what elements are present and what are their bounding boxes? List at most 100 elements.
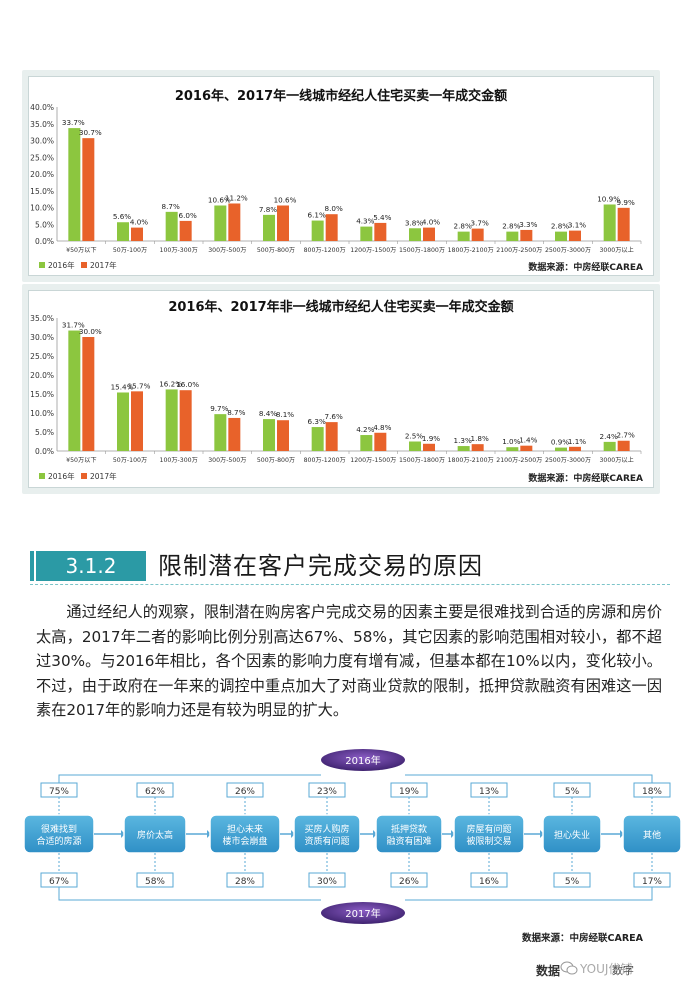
section-number: 3.1.2 [30,551,146,581]
bar-data-label: 3.7% [471,219,489,228]
bar-data-label: 9.9% [617,198,635,207]
reason-label: 融资有困难 [386,835,431,847]
bar-2017 [325,422,338,451]
bar-2016 [68,330,81,451]
bar-2016 [555,231,567,241]
bar-2016 [603,441,616,451]
pct-2016-value: 5% [565,787,580,797]
reasons-flow-diagram: 2016年 2017年 75% 很难找到合适的房源 67% 62% 房价太高 58% 26% 担心… [23,749,682,924]
bar-2017 [617,207,630,241]
pct-2017-box [390,872,428,888]
bar-data-label: 15.4% [111,382,134,391]
y-tick-label: 35.0% [30,120,54,129]
chart2-plot: 0.0% 5.0% 10.0% 15.0% 20.0% 25.0% 30.0% 35.0% ¥5… [30,314,642,481]
chart1-plot: 0.0% 5.0% 10.0% 15.0% 20.0% 25.0% 30.0% 35.0% 40… [30,103,642,270]
pct-2017-value: 16% [479,877,499,887]
bar-2017 [228,417,241,451]
bar-data-label: 3.8% [405,218,423,227]
bar-data-label: 31.7% [62,321,85,330]
legend-label: 2017年 [90,260,117,270]
bar-2017 [82,337,95,451]
reason-label: 资质有问题 [304,835,349,847]
year-2016-label: 2016年 [345,754,380,767]
y-tick-label: 25.0% [30,153,54,162]
pct-2017-value: 28% [235,877,255,887]
bar-2017 [617,440,630,451]
reason-label: 担心未来 [227,823,263,835]
flow-source: 数据来源：中房经联CAREA [522,933,643,944]
bar-2016 [311,220,324,241]
bar-data-label: 3.1% [568,221,586,230]
reason-label: 很难找到 [41,823,77,835]
bar-2016 [360,435,373,451]
bar-2017 [423,443,435,451]
bar-2016 [360,226,373,241]
bar-data-label: 15.7% [128,381,151,390]
bar-2017 [131,391,143,451]
bar-data-label: 2.7% [617,431,635,440]
bar-2017 [179,390,192,451]
x-tick-label: 2500万-3000万 [545,457,591,464]
bar-data-label: 11.2% [225,193,248,202]
bar-2016 [263,419,275,451]
y-tick-label: 25.0% [30,352,54,361]
bar-data-label: 5.4% [373,213,391,222]
bar-2017 [374,222,387,241]
x-tick-label: 2100万-2500万 [496,247,542,254]
year-2016-badge [321,749,405,771]
x-tick-label: 50万-100万 [113,247,147,254]
footer-mid: 数字 [612,964,634,977]
bar-data-label: 5.6% [113,212,131,221]
pct-2016-value: 13% [479,787,499,797]
wechat-icon [560,960,578,976]
reason-label: 楼市会崩盘 [222,835,267,847]
y-tick-label: 5.0% [35,220,54,229]
bar-2016 [311,427,324,451]
bar-data-label: 16.0% [176,380,199,389]
x-tick-label: 3000万以上 [600,456,634,464]
bar-2016 [263,214,275,241]
bar-2017 [179,220,192,241]
reason-label: 房价太高 [137,829,173,841]
bar-2016 [117,392,129,451]
bar-data-label: 8.4% [259,409,277,418]
chart1-panel: 2016年、2017年一线城市经纪人住宅买卖一年成交金额 0.0% 5.0% 10.… [28,76,654,276]
bar-2017 [471,444,484,451]
bar-2017 [471,228,484,241]
flow-arrowhead [540,830,544,838]
x-tick-label: 1500万-1800万 [399,457,445,464]
pct-2017-box [633,872,671,888]
bar-data-label: 4.8% [373,423,391,432]
bar-data-label: 10.9% [597,194,620,203]
section-divider [30,584,670,585]
x-tick-label: ¥50万以下 [66,247,96,254]
pct-2017-value: 67% [49,877,69,887]
y-tick-label: 15.0% [30,390,54,399]
bar-2017 [82,138,95,241]
bar-data-label: 3.3% [519,220,537,229]
bar-2016 [409,228,421,241]
bar-2017 [569,446,581,451]
top-bracket [58,774,653,783]
pct-2016-value: 19% [399,787,419,797]
bar-data-label: 16.2% [159,379,182,388]
bar-data-label: 8.0% [325,204,343,213]
bar-data-label: 9.7% [210,404,228,413]
pct-2016-value: 62% [145,787,165,797]
x-tick-label: 300万-500万 [208,247,246,254]
bar-data-label: 10.6% [274,195,297,204]
bar-data-label: 1.1% [568,437,586,446]
chart1-title: 2016年、2017年一线城市经纪人住宅买卖一年成交金额 [174,89,508,104]
bar-2017 [228,203,241,241]
bar-2017 [423,227,435,241]
bar-data-label: 2.8% [454,222,472,231]
y-tick-label: 30.0% [30,137,54,146]
bar-2016 [603,204,616,241]
bar-2016 [457,231,470,241]
pct-2017-value: 17% [642,877,662,887]
bar-data-label: 2.5% [405,432,423,441]
y-tick-label: 5.0% [35,428,54,437]
bar-2016 [117,222,129,241]
bar-data-label: 4.0% [130,218,148,227]
bar-2016 [409,441,421,451]
